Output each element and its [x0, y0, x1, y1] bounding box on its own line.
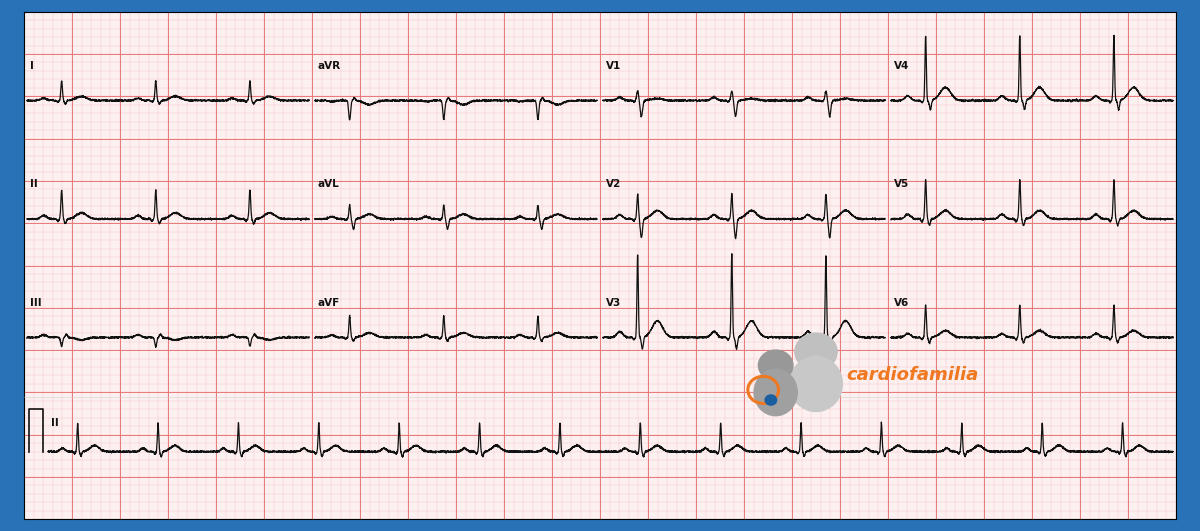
Text: aVF: aVF [318, 298, 340, 307]
Text: V5: V5 [894, 179, 910, 189]
Circle shape [766, 395, 776, 405]
Text: cardiofamilia: cardiofamilia [847, 366, 979, 384]
Text: V3: V3 [606, 298, 622, 307]
Circle shape [758, 350, 793, 381]
Text: III: III [30, 298, 41, 307]
Text: I: I [30, 61, 34, 71]
Text: aVR: aVR [318, 61, 341, 71]
Text: V2: V2 [606, 179, 622, 189]
Text: V4: V4 [894, 61, 910, 71]
Circle shape [794, 333, 838, 371]
Text: aVL: aVL [318, 179, 340, 189]
Text: V6: V6 [894, 298, 910, 307]
Ellipse shape [754, 369, 797, 416]
Text: II: II [30, 179, 37, 189]
Ellipse shape [790, 356, 842, 412]
Text: V1: V1 [606, 61, 622, 71]
Text: II: II [50, 418, 59, 428]
